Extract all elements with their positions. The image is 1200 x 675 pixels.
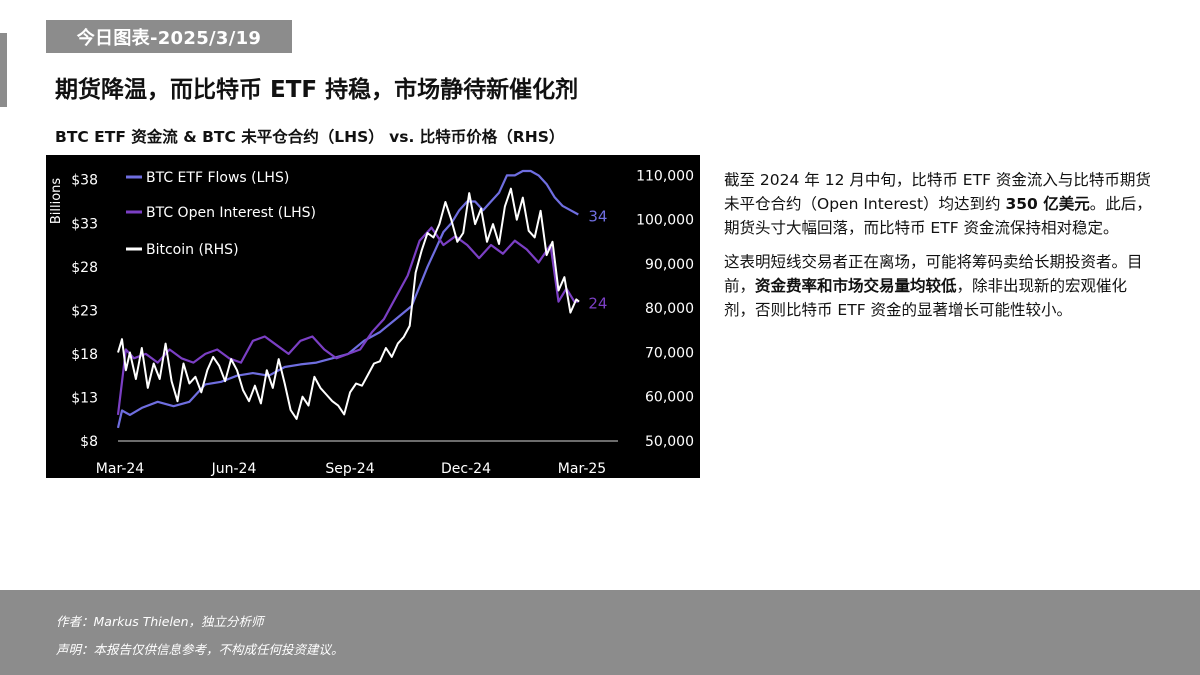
commentary-paragraph-1: 截至 2024 年 12 月中旬，比特币 ETF 资金流入与比特币期货未平仓合约… bbox=[724, 168, 1154, 240]
left-tick-label: $23 bbox=[71, 303, 98, 319]
disclaimer-line: 声明：本报告仅供信息参考，不构成任何投资建议。 bbox=[56, 642, 344, 657]
commentary-paragraph-2: 这表明短线交易者正在离场，可能将筹码卖给长期投资者。目前，资金费率和市场交易量均… bbox=[724, 250, 1154, 322]
author-line: 作者：Markus Thielen，独立分析师 bbox=[56, 614, 264, 629]
legend-label: BTC Open Interest (LHS) bbox=[146, 205, 316, 221]
right-tick-label: 80,000 bbox=[645, 301, 694, 317]
commentary-text: 。此后，期货头寸大幅回落，而比特币 ETF 资金流保持相对稳定。 bbox=[724, 195, 1152, 237]
commentary-text: 截至 2024 年 12 月中旬，比特币 ETF 资金流入与比特币期货未平仓合约… bbox=[724, 171, 1151, 213]
x-tick-label: Mar-24 bbox=[96, 461, 144, 477]
chart-panel: $8 $13 $18 $23 $28 $33 $38 Billions 50,000 60,000… bbox=[46, 155, 700, 478]
commentary-highlight: 350 亿美元 bbox=[1005, 195, 1090, 213]
left-axis-title: Billions bbox=[49, 178, 64, 225]
page-title: 期货降温，而比特币 ETF 持稳，市场静待新催化剂 bbox=[55, 77, 579, 103]
series-end-label: 34 bbox=[588, 208, 607, 226]
series-line-2 bbox=[117, 187, 580, 420]
left-tick-label: $8 bbox=[80, 434, 98, 450]
commentary-highlight: 资金费率和市场交易量均较低 bbox=[755, 277, 957, 295]
series-line-1 bbox=[116, 226, 579, 416]
footer: 作者：Markus Thielen，独立分析师 声明：本报告仅供信息参考，不构成… bbox=[0, 590, 1200, 675]
right-tick-label: 60,000 bbox=[645, 390, 694, 406]
x-tick-label: Jun-24 bbox=[211, 461, 257, 477]
commentary: 截至 2024 年 12 月中旬，比特币 ETF 资金流入与比特币期货未平仓合约… bbox=[724, 168, 1154, 332]
right-tick-label: 90,000 bbox=[645, 257, 694, 273]
right-tick-label: 110,000 bbox=[636, 168, 694, 184]
left-tick-label: $38 bbox=[71, 173, 98, 189]
left-tick-label: $18 bbox=[71, 347, 98, 363]
chart-title: BTC ETF 资金流 & BTC 未平仓合约（LHS） vs. 比特币价格（R… bbox=[55, 128, 565, 146]
accent-bar bbox=[0, 33, 7, 107]
right-tick-label: 100,000 bbox=[636, 213, 694, 229]
x-tick-label: Mar-25 bbox=[558, 461, 606, 477]
commentary-text: ，除非出现新的宏观催化剂，否则比特币 ETF 资金的显著增长可能性较小。 bbox=[724, 277, 1128, 319]
x-tick-label: Dec-24 bbox=[441, 461, 491, 477]
commentary-text: 这表明短线交易者正在离场，可能将筹码卖给长期投资者。目前， bbox=[724, 253, 1143, 295]
date-tag: 今日图表-2025/3/19 bbox=[46, 20, 292, 53]
right-tick-label: 50,000 bbox=[645, 434, 694, 450]
left-tick-label: $33 bbox=[71, 216, 98, 232]
legend-label: BTC ETF Flows (LHS) bbox=[146, 170, 289, 186]
right-tick-label: 70,000 bbox=[645, 345, 694, 361]
left-tick-label: $28 bbox=[71, 260, 98, 276]
series-end-label: 24 bbox=[588, 295, 607, 313]
x-tick-label: Sep-24 bbox=[325, 461, 374, 477]
chart-svg: $8 $13 $18 $23 $28 $33 $38 Billions 50,000 60,000… bbox=[49, 168, 694, 477]
legend-label: Bitcoin (RHS) bbox=[146, 242, 239, 258]
left-tick-label: $13 bbox=[71, 390, 98, 406]
